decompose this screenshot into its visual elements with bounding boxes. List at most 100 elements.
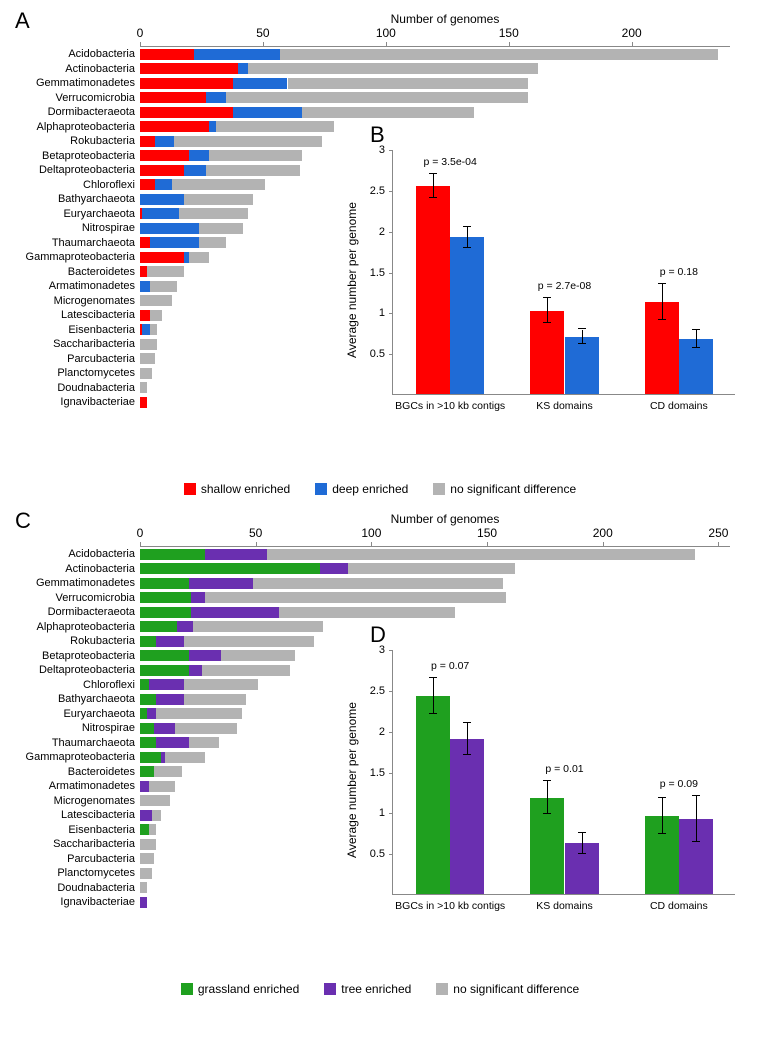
y-tick-label: 3 <box>379 644 385 656</box>
hbar-segment <box>140 578 189 589</box>
hbar-segment <box>140 136 155 147</box>
legend-label: no significant difference <box>450 482 576 496</box>
hbar-segment <box>140 92 206 103</box>
category-label: Latescibacteria <box>10 309 140 321</box>
error-cap <box>578 853 586 854</box>
y-tick <box>389 854 393 855</box>
panel-A: A Number of genomes 050100150200 Acidoba… <box>10 10 750 500</box>
category-label: Microgenomates <box>10 295 140 307</box>
hbar-segment <box>142 208 179 219</box>
hbar-segment <box>233 78 287 89</box>
category-label: Chloroflexi <box>10 679 140 691</box>
hbar-row: Actinobacteria <box>10 562 750 577</box>
error-cap <box>463 226 471 227</box>
category-label: Armatimonadetes <box>10 780 140 792</box>
x-tick <box>371 542 372 546</box>
hbar-track <box>140 578 730 589</box>
legend-swatch <box>184 483 196 495</box>
error-cap <box>429 713 437 714</box>
category-label: Acidobacteria <box>10 548 140 560</box>
hbar-segment <box>150 324 157 335</box>
category-label: Gammaproteobacteria <box>10 751 140 763</box>
error-cap <box>658 319 666 320</box>
hbar-segment <box>140 824 149 835</box>
hbar-segment <box>205 592 506 603</box>
legend-item: tree enriched <box>324 982 411 996</box>
hbar-segment <box>184 636 314 647</box>
p-value-label: p = 0.09 <box>660 778 698 790</box>
hbar-segment <box>253 578 503 589</box>
category-label: Nitrospirae <box>10 722 140 734</box>
legend-swatch <box>315 483 327 495</box>
x-tick-label: 150 <box>477 526 497 540</box>
y-tick <box>389 150 393 151</box>
error-bar <box>662 798 663 834</box>
hbar-segment <box>140 179 155 190</box>
error-bar <box>433 174 434 199</box>
x-tick <box>140 542 141 546</box>
legend-A: shallow enriched deep enriched no signific… <box>10 482 750 496</box>
x-tick-label: 100 <box>361 526 381 540</box>
category-label: Parcubacteria <box>10 853 140 865</box>
hbar-segment <box>202 665 290 676</box>
x-tick-label: 250 <box>708 526 728 540</box>
y-tick-label: 0.5 <box>370 348 385 360</box>
x-tick-label: 200 <box>622 26 642 40</box>
category-label: Actinobacteria <box>10 563 140 575</box>
category-label: Euryarchaeota <box>10 208 140 220</box>
error-cap <box>543 780 551 781</box>
category-label: Bathyarchaeota <box>10 693 140 705</box>
y-axis-title-B: Average number per genome <box>345 202 359 358</box>
hbar-segment <box>184 165 206 176</box>
category-label: Thaumarchaeota <box>10 737 140 749</box>
hbar-segment <box>216 121 334 132</box>
hbar-segment <box>233 107 302 118</box>
vbar-plot-B: 0.511.522.53BGCs in >10 kb contigsp = 3.… <box>392 150 735 395</box>
hbar-segment <box>140 165 184 176</box>
hbar-segment <box>279 607 455 618</box>
hbar-track <box>140 92 730 103</box>
hbar-segment <box>140 897 147 908</box>
vbar-chart-B: Average number per genome 0.511.522.53BG… <box>360 140 740 420</box>
legend-swatch <box>181 983 193 995</box>
category-label: Planctomycetes <box>10 867 140 879</box>
category-label: Verrucomicrobia <box>10 592 140 604</box>
hbar-segment <box>140 223 199 234</box>
error-cap <box>543 322 551 323</box>
hbar-segment <box>172 179 265 190</box>
panel-C: C Number of genomes 050100150200250 Acid… <box>10 510 750 1000</box>
error-bar <box>696 796 697 842</box>
category-label: Ignavibacteriae <box>10 396 140 408</box>
category-label: Armatimonadetes <box>10 280 140 292</box>
hbar-row: Acidobacteria <box>10 547 750 562</box>
hbar-segment <box>184 194 253 205</box>
error-cap <box>658 833 666 834</box>
x-tick <box>487 542 488 546</box>
legend-item: shallow enriched <box>184 482 290 496</box>
hbar-segment <box>140 723 154 734</box>
hbar-segment <box>194 49 280 60</box>
hbar-segment <box>238 63 248 74</box>
group-label: BGCs in >10 kb contigs <box>395 400 505 412</box>
error-bar <box>547 298 548 323</box>
hbar-segment <box>140 266 147 277</box>
y-tick-label: 1.5 <box>370 267 385 279</box>
y-tick-label: 1 <box>379 807 385 819</box>
legend-swatch <box>324 983 336 995</box>
hbar-track <box>140 49 730 60</box>
hbar-segment <box>199 237 226 248</box>
y-tick <box>389 691 393 692</box>
hbar-segment <box>248 63 538 74</box>
hbar-segment <box>140 63 238 74</box>
x-tick <box>263 42 264 46</box>
legend-item: deep enriched <box>315 482 408 496</box>
category-label: Deltaproteobacteria <box>10 664 140 676</box>
hbar-segment <box>191 592 205 603</box>
hbar-segment <box>205 549 267 560</box>
error-cap <box>543 813 551 814</box>
p-value-label: p = 0.01 <box>545 763 583 775</box>
error-cap <box>463 754 471 755</box>
legend-label: tree enriched <box>341 982 411 996</box>
error-cap <box>429 677 437 678</box>
error-cap <box>578 832 586 833</box>
